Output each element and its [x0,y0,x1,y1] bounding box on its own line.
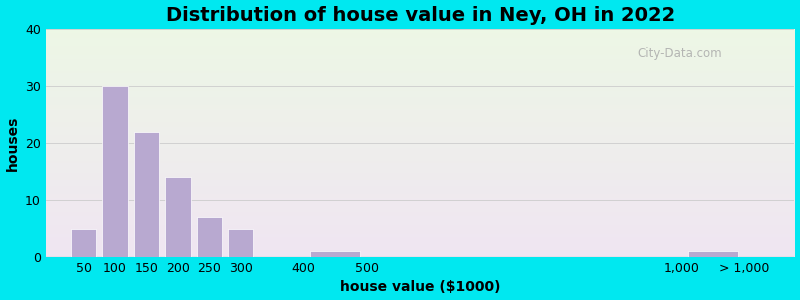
Bar [166,177,190,257]
Y-axis label: houses: houses [6,115,19,171]
X-axis label: house value ($1000): house value ($1000) [340,280,500,294]
Bar [102,86,128,257]
Bar [228,229,254,257]
Bar [687,251,738,257]
Bar [197,217,222,257]
Title: Distribution of house value in Ney, OH in 2022: Distribution of house value in Ney, OH i… [166,6,674,25]
Bar [310,251,360,257]
Text: City-Data.com: City-Data.com [638,47,722,60]
Bar [134,132,159,257]
Bar [71,229,96,257]
